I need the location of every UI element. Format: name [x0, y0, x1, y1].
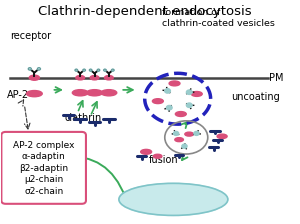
Ellipse shape: [191, 92, 202, 96]
Ellipse shape: [87, 90, 102, 96]
Ellipse shape: [119, 183, 228, 215]
Circle shape: [38, 68, 40, 70]
Text: fusion: fusion: [148, 155, 178, 165]
Text: AP-2: AP-2: [7, 90, 29, 100]
Circle shape: [112, 69, 114, 71]
Circle shape: [182, 144, 187, 148]
Ellipse shape: [104, 75, 113, 80]
Circle shape: [103, 69, 106, 71]
Text: early endosomes: early endosomes: [129, 194, 218, 204]
Ellipse shape: [72, 90, 88, 96]
Circle shape: [28, 68, 31, 70]
Text: μ2-chain: μ2-chain: [24, 175, 63, 184]
FancyBboxPatch shape: [2, 132, 86, 204]
Ellipse shape: [153, 154, 162, 158]
Circle shape: [173, 131, 178, 136]
Text: Clathrin-dependent endocytosis: Clathrin-dependent endocytosis: [38, 5, 251, 18]
Ellipse shape: [141, 149, 152, 154]
Ellipse shape: [217, 134, 227, 139]
Circle shape: [75, 69, 78, 71]
Ellipse shape: [101, 90, 117, 96]
Ellipse shape: [169, 81, 180, 86]
Ellipse shape: [175, 138, 183, 142]
Ellipse shape: [29, 75, 40, 80]
Text: α-adaptin: α-adaptin: [22, 152, 65, 161]
Ellipse shape: [176, 112, 186, 116]
Ellipse shape: [185, 132, 194, 136]
Circle shape: [97, 69, 100, 71]
Circle shape: [194, 131, 199, 136]
Text: clathrin: clathrin: [64, 112, 102, 123]
Ellipse shape: [90, 75, 99, 80]
Circle shape: [186, 103, 192, 108]
Ellipse shape: [76, 75, 85, 80]
Ellipse shape: [152, 99, 163, 103]
Text: AP-2 complex: AP-2 complex: [13, 141, 74, 150]
Circle shape: [83, 69, 86, 71]
Text: PM: PM: [269, 73, 284, 83]
Circle shape: [165, 89, 170, 93]
Circle shape: [186, 90, 192, 95]
Text: σ2-chain: σ2-chain: [24, 187, 63, 196]
Text: formation of
clathrin-coated vesicles: formation of clathrin-coated vesicles: [162, 8, 275, 28]
Circle shape: [167, 106, 172, 110]
Ellipse shape: [26, 90, 42, 97]
Text: uncoating: uncoating: [231, 92, 280, 102]
Text: β2-adaptin: β2-adaptin: [19, 164, 68, 173]
Circle shape: [89, 69, 92, 71]
Text: receptor: receptor: [10, 31, 51, 41]
